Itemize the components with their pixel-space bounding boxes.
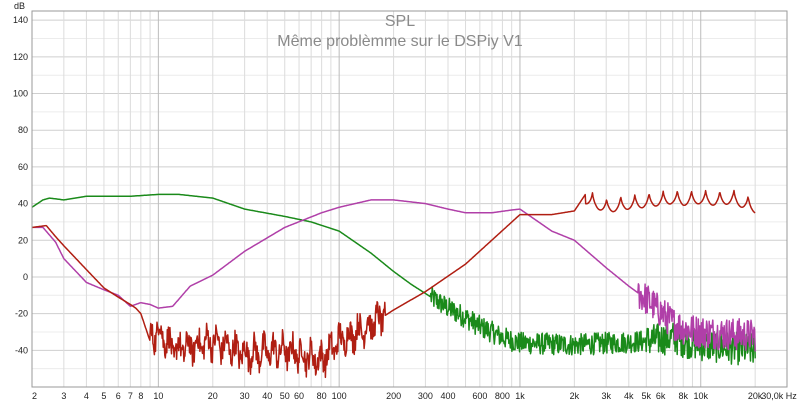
y-tick-label: 20 xyxy=(18,235,28,245)
y-tick-label: 60 xyxy=(18,162,28,172)
x-tick-label: 2 xyxy=(32,391,37,401)
x-tick-label: 6k xyxy=(656,391,666,401)
y-axis-unit: dB xyxy=(14,1,25,11)
x-tick-label: 80 xyxy=(317,391,327,401)
x-tick-label: 7 xyxy=(128,391,133,401)
y-tick-label: -40 xyxy=(15,345,28,355)
x-tick-label: 3 xyxy=(61,391,66,401)
x-tick-label: 4k xyxy=(624,391,634,401)
y-tick-label: 120 xyxy=(13,52,28,62)
x-tick-label: 800 xyxy=(495,391,510,401)
x-tick-label: 4 xyxy=(84,391,89,401)
y-tick-labels: 140 120 100 80 60 40 20 0 -20 -40 xyxy=(13,15,28,355)
x-tick-label: 10k xyxy=(693,391,708,401)
series-line-magenta xyxy=(31,199,756,352)
x-tick-label: 50 xyxy=(280,391,290,401)
y-tick-label: 0 xyxy=(23,272,28,282)
series-line-red xyxy=(31,189,756,379)
x-tick-label: 8k xyxy=(678,391,688,401)
y-tick-label: 100 xyxy=(13,89,28,99)
y-tick-label: 140 xyxy=(13,15,28,25)
x-tick-label: 2k xyxy=(570,391,580,401)
chart-title: SPL xyxy=(385,13,415,30)
x-tick-label: 200 xyxy=(386,391,401,401)
x-tick-label: 60 xyxy=(294,391,304,401)
x-tick-label: 20k xyxy=(748,391,763,401)
x-tick-label: 5k xyxy=(642,391,652,401)
x-tick-label: 6 xyxy=(116,391,121,401)
y-tick-label: 80 xyxy=(18,125,28,135)
x-tick-label: 8 xyxy=(138,391,143,401)
x-tick-label: 10 xyxy=(153,391,163,401)
x-tick-label: 5 xyxy=(101,391,106,401)
y-tick-label: 40 xyxy=(18,199,28,209)
x-tick-label: 20 xyxy=(208,391,218,401)
x-tick-label: 3k xyxy=(601,391,611,401)
chart-subtitle: Même problèmme sur le DSPiy V1 xyxy=(277,33,523,50)
x-tick-label: 30 xyxy=(240,391,250,401)
x-tick-label: 30,0k Hz xyxy=(761,391,797,401)
x-tick-labels: 2 3 4 5 6 7 8 10 20 30 40 50 60 80 100 200 300 400 600 800 1… xyxy=(32,391,797,401)
series-layer xyxy=(31,189,756,379)
plot-frame xyxy=(31,10,788,388)
grid xyxy=(31,11,788,388)
x-tick-label: 300 xyxy=(418,391,433,401)
x-tick-label: 400 xyxy=(440,391,455,401)
x-tick-label: 100 xyxy=(332,391,347,401)
x-tick-label: 1k xyxy=(515,391,525,401)
x-tick-label: 600 xyxy=(472,391,487,401)
y-tick-label: -20 xyxy=(15,309,28,319)
series-line-green xyxy=(31,193,756,366)
x-tick-label: 40 xyxy=(262,391,272,401)
